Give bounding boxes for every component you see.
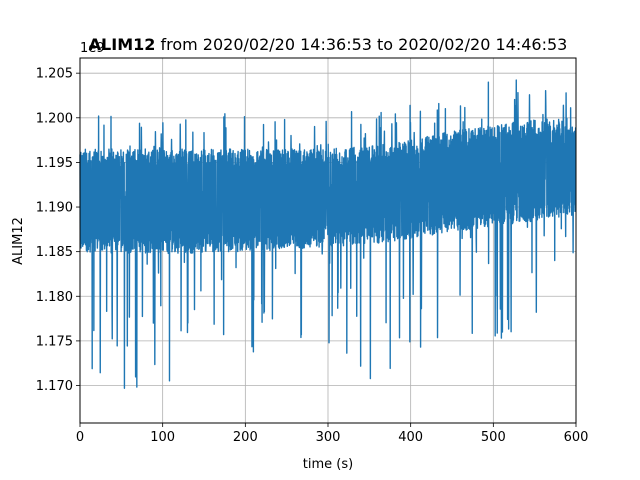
- chart-title-channel: ALIM12: [89, 35, 156, 54]
- y-axis-label: ALIM12: [11, 217, 26, 265]
- x-tick-label: 600: [564, 430, 589, 445]
- grid: [79, 58, 577, 423]
- x-tick-label: 200: [233, 430, 258, 445]
- offset-text: 1e9: [80, 41, 105, 56]
- x-tick-label: 0: [76, 430, 84, 445]
- ticks: 0 100 200 300 400 500 600 1.170 1.175 1.180 1.185 1…: [36, 67, 589, 445]
- y-tick-label: 1.185: [36, 245, 73, 260]
- y-tick-label: 1.205: [36, 67, 73, 82]
- chart-title-range: from 2020/02/20 14:36:53 to 2020/02/20 1…: [155, 35, 567, 54]
- y-tick-label: 1.195: [36, 156, 73, 171]
- chart-title: ALIM12 from 2020/02/20 14:36:53 to 2020/…: [89, 35, 568, 54]
- x-tick-label: 100: [150, 430, 175, 445]
- y-tick-label: 1.190: [36, 201, 73, 216]
- x-tick-label: 300: [316, 430, 341, 445]
- x-tick-label: 500: [481, 430, 506, 445]
- x-axis-label: time (s): [303, 457, 353, 472]
- plot-area: [79, 79, 577, 389]
- y-tick-label: 1.180: [36, 290, 73, 305]
- x-tick-label: 400: [398, 430, 423, 445]
- series-line: [79, 79, 577, 389]
- y-tick-label: 1.175: [36, 334, 73, 349]
- y-tick-label: 1.170: [36, 379, 73, 394]
- y-tick-label: 1.200: [36, 111, 73, 126]
